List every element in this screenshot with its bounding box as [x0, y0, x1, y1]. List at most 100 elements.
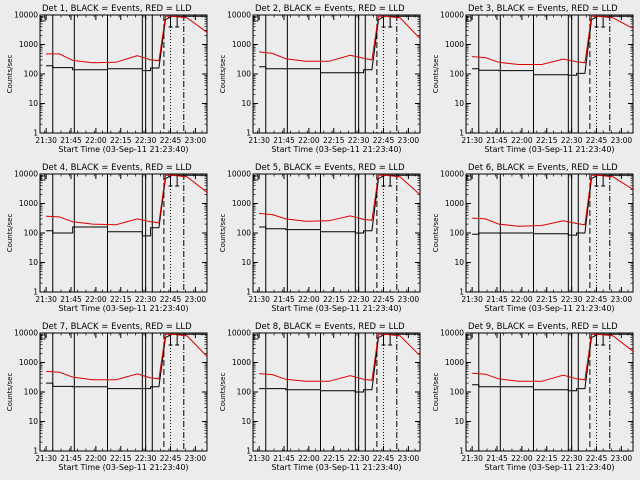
plot-frame [252, 14, 421, 134]
y-axis-label: Counts/sec [219, 214, 227, 253]
x-tick-label: 21:30 [461, 295, 483, 304]
x-tick-label: 22:15 [110, 136, 132, 145]
x-tick-label: 22:15 [536, 295, 558, 304]
x-tick-label: 21:45 [486, 295, 508, 304]
y-tick-label: 10 [454, 417, 464, 426]
x-tick-label: 23:00 [611, 295, 633, 304]
x-axis-label: Start Time (03-Sep-11 21:23:40) [271, 463, 401, 472]
x-tick-label: 23:00 [398, 136, 420, 145]
y-tick-label: 1000 [232, 199, 251, 208]
x-axis-label: Start Time (03-Sep-11 21:23:40) [484, 463, 614, 472]
x-axis-label: Start Time (03-Sep-11 21:23:40) [484, 145, 614, 154]
x-tick-label: 22:00 [511, 454, 533, 463]
y-tick-label: 10000 [227, 170, 251, 179]
x-tick-label: 22:30 [348, 295, 370, 304]
y-tick-label: 100 [450, 229, 465, 238]
events-series-line [259, 15, 420, 74]
x-tick-label: 22:00 [85, 136, 107, 145]
y-tick-label: 1000 [19, 199, 38, 208]
detector-panel: Det 2, BLACK = Events, RED = LLD 1 10 100 10… [219, 4, 421, 154]
y-tick-label: 1000 [445, 40, 464, 49]
flag-marker [40, 175, 46, 181]
events-series-line [472, 333, 633, 392]
panel-title: Det 9, BLACK = Events, RED = LLD [468, 322, 618, 332]
panel-title: Det 5, BLACK = Events, RED = LLD [255, 163, 405, 173]
x-tick-label: 23:00 [185, 136, 207, 145]
y-tick-label: 1 [459, 288, 464, 297]
plot-frame [252, 173, 421, 293]
flag-marker [40, 16, 46, 22]
events-series-line [46, 174, 207, 237]
x-tick-label: 22:15 [110, 454, 132, 463]
x-tick-label: 21:45 [273, 295, 295, 304]
y-tick-label: 1 [246, 288, 251, 297]
panel-title: Det 3, BLACK = Events, RED = LLD [468, 4, 618, 14]
x-tick-label: 22:45 [586, 136, 608, 145]
x-axis-label: Start Time (03-Sep-11 21:23:40) [58, 145, 188, 154]
flag-marker [253, 16, 259, 22]
panel-title: Det 4, BLACK = Events, RED = LLD [42, 163, 192, 173]
x-tick-label: 23:00 [611, 454, 633, 463]
y-tick-label: 10000 [440, 329, 464, 338]
y-tick-label: 10000 [227, 11, 251, 20]
x-axis-label: Start Time (03-Sep-11 21:23:40) [58, 463, 188, 472]
y-tick-label: 100 [24, 70, 39, 79]
plot-frame [252, 332, 421, 452]
events-series-line [472, 15, 633, 76]
x-tick-label: 22:30 [135, 295, 157, 304]
y-tick-label: 10000 [14, 329, 38, 338]
y-tick-label: 100 [450, 70, 465, 79]
detector-panel: Det 3, BLACK = Events, RED = LLD 1 10 100 10… [432, 4, 634, 154]
x-tick-label: 22:45 [160, 295, 182, 304]
x-tick-label: 23:00 [185, 454, 207, 463]
x-tick-label: 22:45 [373, 454, 395, 463]
y-tick-label: 1000 [232, 358, 251, 367]
y-tick-label: 10 [241, 99, 251, 108]
y-tick-label: 1 [246, 447, 251, 456]
lld-series-line [259, 15, 421, 62]
detector-panel: Det 7, BLACK = Events, RED = LLD 1 10 100 10… [6, 322, 208, 472]
x-tick-label: 23:00 [611, 136, 633, 145]
lld-series-line [46, 174, 208, 226]
x-axis-label: Start Time (03-Sep-11 21:23:40) [484, 304, 614, 313]
y-tick-label: 1000 [19, 40, 38, 49]
flag-marker [253, 175, 259, 181]
y-axis-label: Counts/sec [6, 214, 14, 253]
x-tick-label: 21:45 [60, 295, 82, 304]
x-tick-label: 22:15 [110, 295, 132, 304]
detector-panel: Det 6, BLACK = Events, RED = LLD 1 10 100 10… [432, 163, 634, 313]
y-tick-label: 1000 [19, 358, 38, 367]
x-tick-label: 22:30 [348, 136, 370, 145]
plot-frame [39, 332, 208, 452]
lld-series-line [259, 333, 421, 382]
x-tick-label: 23:00 [185, 295, 207, 304]
y-tick-label: 10 [241, 258, 251, 267]
detector-panel: Det 8, BLACK = Events, RED = LLD 1 10 100 10… [219, 322, 421, 472]
x-tick-label: 22:45 [586, 454, 608, 463]
x-axis-label: Start Time (03-Sep-11 21:23:40) [271, 304, 401, 313]
y-tick-label: 10000 [14, 170, 38, 179]
x-tick-label: 23:00 [398, 295, 420, 304]
flag-marker [466, 16, 472, 22]
x-tick-label: 22:30 [561, 454, 583, 463]
y-axis-label: Counts/sec [6, 55, 14, 94]
x-tick-label: 21:30 [35, 136, 57, 145]
y-tick-label: 1000 [232, 40, 251, 49]
y-tick-label: 1 [246, 129, 251, 138]
events-series-line [472, 174, 633, 236]
x-tick-label: 21:45 [60, 136, 82, 145]
events-series-line [46, 333, 207, 390]
events-series-line [46, 15, 207, 72]
x-tick-label: 22:30 [135, 136, 157, 145]
x-tick-label: 22:45 [160, 454, 182, 463]
y-tick-label: 1 [459, 447, 464, 456]
y-tick-label: 100 [24, 229, 39, 238]
panel-title: Det 6, BLACK = Events, RED = LLD [468, 163, 618, 173]
x-tick-label: 21:30 [35, 454, 57, 463]
panel-title: Det 7, BLACK = Events, RED = LLD [42, 322, 192, 332]
y-tick-label: 100 [237, 70, 252, 79]
x-tick-label: 22:00 [85, 295, 107, 304]
y-tick-label: 1 [33, 288, 38, 297]
y-tick-label: 10 [454, 258, 464, 267]
panel-title: Det 1, BLACK = Events, RED = LLD [42, 4, 192, 14]
